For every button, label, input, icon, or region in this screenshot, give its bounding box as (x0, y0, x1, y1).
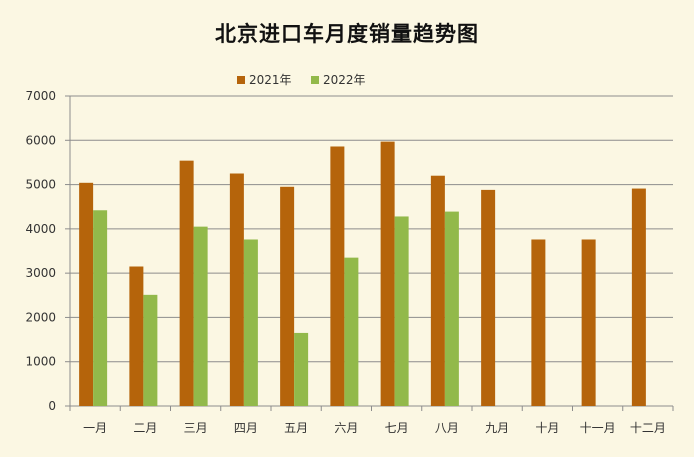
x-tick-label: 十月 (535, 421, 559, 435)
y-tick-label: 6000 (25, 133, 56, 147)
bar-series-1 (330, 146, 345, 406)
bar-series-1 (380, 141, 395, 406)
y-tick-label: 1000 (25, 355, 56, 369)
bar-series-2 (243, 239, 258, 406)
x-tick-label: 一月 (83, 421, 107, 435)
bar-series-1 (581, 239, 596, 406)
bar-series-1 (481, 189, 496, 406)
x-tick-label: 三月 (184, 421, 208, 435)
tick-labels: 0 1000 2000 3000 4000 5000 6000 7000 一月 二月 三月 四月 五月 六… (25, 89, 665, 435)
bar-series-1 (179, 160, 194, 406)
y-tick-label: 3000 (25, 266, 56, 280)
bar-series-2 (193, 226, 208, 406)
bar-series-1 (430, 175, 445, 406)
bar-series-1 (229, 173, 244, 406)
x-tick-label: 二月 (133, 421, 157, 435)
legend-swatch (237, 76, 245, 84)
legend-label: 2021年 (249, 73, 292, 87)
y-tick-label: 7000 (25, 89, 56, 103)
x-tick-label: 十一月 (580, 421, 616, 435)
bar-series-2 (394, 216, 409, 406)
y-tick-label: 5000 (25, 178, 56, 192)
bar-series-2 (444, 211, 459, 406)
x-tick-label: 六月 (334, 421, 358, 435)
x-tick-label: 十二月 (630, 421, 666, 435)
bar-series-1 (79, 182, 94, 406)
x-tick-label: 五月 (284, 421, 308, 435)
bar-series-1 (631, 188, 646, 406)
x-tick-label: 四月 (234, 421, 258, 435)
legend: 2021年 2022年 (237, 73, 366, 87)
x-tick-label: 九月 (485, 421, 509, 435)
legend-label: 2022年 (323, 73, 366, 87)
legend-swatch (311, 76, 319, 84)
bar-series-1 (531, 239, 546, 406)
y-tick-label: 4000 (25, 222, 56, 236)
bar-series-1 (129, 266, 144, 406)
x-tick-label: 七月 (385, 421, 409, 435)
axes (65, 95, 674, 411)
bar-series-2 (344, 257, 359, 406)
chart-title: 北京进口车月度销量趋势图 (215, 22, 479, 46)
bar-series-2 (294, 332, 309, 406)
bars (79, 141, 646, 406)
bar-series-2 (143, 294, 158, 406)
bar-series-1 (280, 186, 295, 406)
y-tick-label: 0 (48, 399, 56, 413)
gridlines (70, 95, 673, 363)
y-tick-label: 2000 (25, 310, 56, 324)
x-tick-label: 八月 (435, 421, 459, 435)
bar-series-2 (93, 210, 108, 406)
